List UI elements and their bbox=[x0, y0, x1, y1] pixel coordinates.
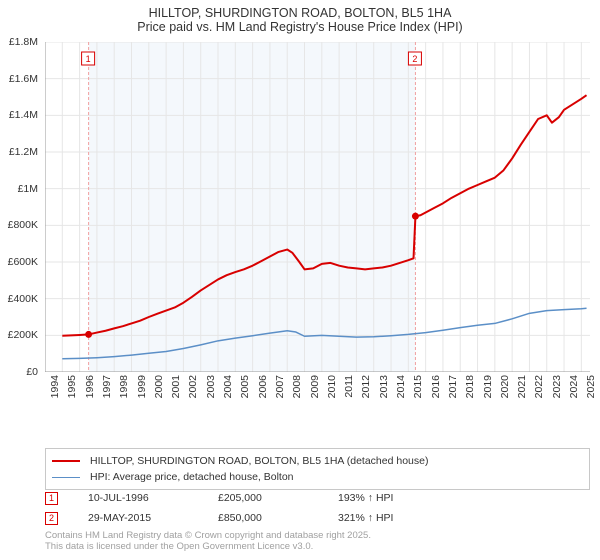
x-tick-label: 2011 bbox=[343, 375, 355, 398]
chart-svg: 12 bbox=[45, 42, 590, 372]
x-tick-label: 2020 bbox=[499, 375, 511, 398]
x-tick-label: 2023 bbox=[551, 375, 563, 398]
x-tick-label: 2006 bbox=[257, 375, 269, 398]
x-tick-label: 2003 bbox=[205, 375, 217, 398]
x-tick-label: 2018 bbox=[464, 375, 476, 398]
x-tick-label: 2025 bbox=[585, 375, 597, 398]
x-tick-label: 2014 bbox=[395, 375, 407, 398]
x-tick-label: 2007 bbox=[274, 375, 286, 398]
transaction-1-date: 10-JUL-1996 bbox=[88, 492, 218, 504]
legend-box: HILLTOP, SHURDINGTON ROAD, BOLTON, BL5 1… bbox=[45, 448, 590, 490]
x-tick-label: 2005 bbox=[239, 375, 251, 398]
x-tick-label: 2009 bbox=[309, 375, 321, 398]
chart-area: 12 bbox=[45, 42, 590, 412]
transactions-table: 1 10-JUL-1996 £205,000 193% ↑ HPI 2 29-M… bbox=[45, 488, 590, 528]
marker-2-icon: 2 bbox=[45, 512, 58, 525]
y-axis-labels: £0£200K£400K£600K£800K£1M£1.2M£1.4M£1.6M… bbox=[0, 42, 42, 372]
x-tick-label: 1995 bbox=[66, 375, 78, 398]
legend-row-property: HILLTOP, SHURDINGTON ROAD, BOLTON, BL5 1… bbox=[52, 453, 583, 469]
x-tick-label: 2001 bbox=[170, 375, 182, 398]
marker-1-icon: 1 bbox=[45, 492, 58, 505]
transaction-2-pct: 321% ↑ HPI bbox=[338, 512, 478, 524]
attribution: Contains HM Land Registry data © Crown c… bbox=[45, 530, 371, 553]
x-axis-labels: 1994 1995 1996 1997 1998 1999 2000 2001 2002 2003… bbox=[45, 375, 590, 415]
transaction-row-2: 2 29-MAY-2015 £850,000 321% ↑ HPI bbox=[45, 508, 590, 528]
x-tick-label: 2019 bbox=[482, 375, 494, 398]
x-tick-label: 1994 bbox=[49, 375, 61, 398]
y-tick-label: £1.8M bbox=[9, 36, 38, 48]
transaction-2-date: 29-MAY-2015 bbox=[88, 512, 218, 524]
title-subtitle: Price paid vs. HM Land Registry's House … bbox=[0, 20, 600, 34]
x-tick-label: 2004 bbox=[222, 375, 234, 398]
legend-swatch-property bbox=[52, 460, 80, 462]
svg-text:1: 1 bbox=[86, 54, 91, 64]
x-tick-label: 2002 bbox=[187, 375, 199, 398]
legend-label-property: HILLTOP, SHURDINGTON ROAD, BOLTON, BL5 1… bbox=[90, 455, 428, 467]
x-tick-label: 1996 bbox=[84, 375, 96, 398]
x-tick-label: 2000 bbox=[153, 375, 165, 398]
x-tick-label: 2016 bbox=[430, 375, 442, 398]
attribution-line1: Contains HM Land Registry data © Crown c… bbox=[45, 530, 371, 541]
x-tick-label: 1998 bbox=[118, 375, 130, 398]
x-tick-label: 2017 bbox=[447, 375, 459, 398]
transaction-1-price: £205,000 bbox=[218, 492, 338, 504]
x-tick-label: 2024 bbox=[568, 375, 580, 398]
y-tick-label: £1.4M bbox=[9, 109, 38, 121]
transaction-1-pct: 193% ↑ HPI bbox=[338, 492, 478, 504]
x-tick-label: 1999 bbox=[136, 375, 148, 398]
chart-container: HILLTOP, SHURDINGTON ROAD, BOLTON, BL5 1… bbox=[0, 0, 600, 560]
y-tick-label: £1.2M bbox=[9, 146, 38, 158]
x-tick-label: 2012 bbox=[360, 375, 372, 398]
x-tick-label: 2013 bbox=[378, 375, 390, 398]
x-tick-label: 1997 bbox=[101, 375, 113, 398]
svg-text:2: 2 bbox=[412, 54, 417, 64]
x-tick-label: 2022 bbox=[533, 375, 545, 398]
y-tick-label: £1M bbox=[18, 183, 38, 195]
legend-row-hpi: HPI: Average price, detached house, Bolt… bbox=[52, 469, 583, 485]
transaction-row-1: 1 10-JUL-1996 £205,000 193% ↑ HPI bbox=[45, 488, 590, 508]
x-tick-label: 2015 bbox=[412, 375, 424, 398]
y-tick-label: £0 bbox=[26, 366, 38, 378]
transaction-2-price: £850,000 bbox=[218, 512, 338, 524]
title-block: HILLTOP, SHURDINGTON ROAD, BOLTON, BL5 1… bbox=[0, 0, 600, 34]
legend-label-hpi: HPI: Average price, detached house, Bolt… bbox=[90, 471, 294, 483]
attribution-line2: This data is licensed under the Open Gov… bbox=[45, 541, 371, 552]
y-tick-label: £400K bbox=[8, 293, 38, 305]
y-tick-label: £800K bbox=[8, 219, 38, 231]
x-tick-label: 2008 bbox=[291, 375, 303, 398]
legend-swatch-hpi bbox=[52, 477, 80, 478]
x-tick-label: 2010 bbox=[326, 375, 338, 398]
x-tick-label: 2021 bbox=[516, 375, 528, 398]
y-tick-label: £600K bbox=[8, 256, 38, 268]
title-address: HILLTOP, SHURDINGTON ROAD, BOLTON, BL5 1… bbox=[0, 6, 600, 20]
y-tick-label: £200K bbox=[8, 329, 38, 341]
y-tick-label: £1.6M bbox=[9, 73, 38, 85]
